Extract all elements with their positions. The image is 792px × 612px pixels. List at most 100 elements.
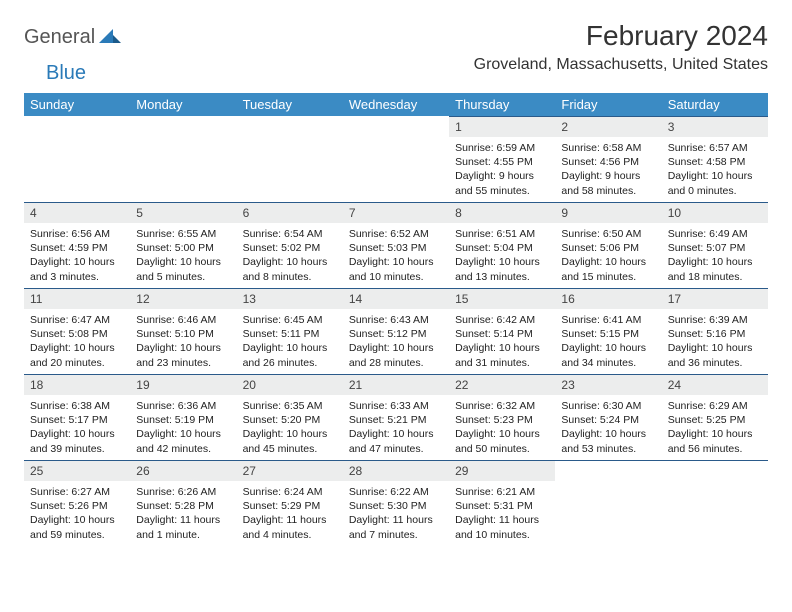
daylight-text: Daylight: 10 hours and 0 minutes. [668, 169, 762, 197]
sunrise-text: Sunrise: 6:38 AM [30, 399, 124, 413]
calendar-cell: 8Sunrise: 6:51 AMSunset: 5:04 PMDaylight… [449, 202, 555, 288]
sunrise-text: Sunrise: 6:45 AM [243, 313, 337, 327]
sunrise-text: Sunrise: 6:56 AM [30, 227, 124, 241]
day-number: 17 [662, 288, 768, 309]
sunset-text: Sunset: 5:17 PM [30, 413, 124, 427]
calendar-cell: 6Sunrise: 6:54 AMSunset: 5:02 PMDaylight… [237, 202, 343, 288]
calendar-cell: 28 Sunrise: 6:22 AMSunset: 5:30 PMDayligh… [343, 460, 449, 546]
day-details: Sunrise: 6:49 AMSunset: 5:07 PMDaylight:… [662, 223, 768, 284]
day-number: 8 [449, 202, 555, 223]
calendar-head: SundayMondayTuesdayWednesdayThursdayFrid… [24, 93, 768, 116]
day-number [130, 116, 236, 136]
day-number: 5 [130, 202, 236, 223]
calendar-cell: 7Sunrise: 6:52 AMSunset: 5:03 PMDaylight… [343, 202, 449, 288]
daylight-text: Daylight: 10 hours and 39 minutes. [30, 427, 124, 455]
calendar-cell: 20Sunrise: 6:35 AMSunset: 5:20 PMDayligh… [237, 374, 343, 460]
day-number: 10 [662, 202, 768, 223]
day-details: Sunrise: 6:43 AMSunset: 5:12 PMDaylight:… [343, 309, 449, 370]
day-number [343, 116, 449, 136]
day-number: 16 [555, 288, 661, 309]
sunrise-text: Sunrise: 6:29 AM [668, 399, 762, 413]
calendar-cell: 3Sunrise: 6:57 AMSunset: 4:58 PMDaylight… [662, 116, 768, 202]
calendar-cell [237, 116, 343, 202]
sunrise-text: Sunrise: 6:55 AM [136, 227, 230, 241]
sunrise-text: Sunrise: 6:58 AM [561, 141, 655, 155]
day-details: Sunrise: 6:45 AMSunset: 5:11 PMDaylight:… [237, 309, 343, 370]
calendar-cell: 27Sunrise: 6:24 AMSunset: 5:29 PMDayligh… [237, 460, 343, 546]
day-number: 28 [343, 460, 449, 481]
daylight-text: Daylight: 10 hours and 36 minutes. [668, 341, 762, 369]
day-number: 27 [237, 460, 343, 481]
calendar-cell: 15Sunrise: 6:42 AMSunset: 5:14 PMDayligh… [449, 288, 555, 374]
sunrise-text: Sunrise: 6:52 AM [349, 227, 443, 241]
calendar-cell [662, 460, 768, 546]
calendar-week: 11Sunrise: 6:47 AMSunset: 5:08 PMDayligh… [24, 288, 768, 374]
day-header: Friday [555, 93, 661, 116]
daylight-text: Daylight: 10 hours and 31 minutes. [455, 341, 549, 369]
day-number: 20 [237, 374, 343, 395]
sunset-text: Sunset: 5:29 PM [243, 499, 337, 513]
day-details: Sunrise: 6:59 AMSunset: 4:55 PMDaylight:… [449, 137, 555, 198]
day-number: 21 [343, 374, 449, 395]
sunset-text: Sunset: 5:30 PM [349, 499, 443, 513]
calendar-cell: 16 Sunrise: 6:41 AMSunset: 5:15 PMDayligh… [555, 288, 661, 374]
sunrise-text: Sunrise: 6:26 AM [136, 485, 230, 499]
sunrise-text: Sunrise: 6:46 AM [136, 313, 230, 327]
logo-text-general: General [24, 26, 95, 49]
daylight-text: Daylight: 11 hours and 4 minutes. [243, 513, 337, 541]
sunrise-text: Sunrise: 6:47 AM [30, 313, 124, 327]
calendar-cell: 22Sunrise: 6:32 AMSunset: 5:23 PMDayligh… [449, 374, 555, 460]
day-details: Sunrise: 6:38 AMSunset: 5:17 PMDaylight:… [24, 395, 130, 456]
sunrise-text: Sunrise: 6:22 AM [349, 485, 443, 499]
day-header: Tuesday [237, 93, 343, 116]
sunrise-text: Sunrise: 6:33 AM [349, 399, 443, 413]
day-details: Sunrise: 6:54 AMSunset: 5:02 PMDaylight:… [237, 223, 343, 284]
daylight-text: Daylight: 10 hours and 56 minutes. [668, 427, 762, 455]
day-details: Sunrise: 6:26 AMSunset: 5:28 PMDaylight:… [130, 481, 236, 542]
sunset-text: Sunset: 5:08 PM [30, 327, 124, 341]
sunset-text: Sunset: 5:16 PM [668, 327, 762, 341]
sunset-text: Sunset: 5:23 PM [455, 413, 549, 427]
day-number: 26 [130, 460, 236, 481]
day-number: 1 [449, 116, 555, 137]
daylight-text: Daylight: 10 hours and 45 minutes. [243, 427, 337, 455]
calendar-cell: 14Sunrise: 6:43 AMSunset: 5:12 PMDayligh… [343, 288, 449, 374]
daylight-text: Daylight: 11 hours and 1 minute. [136, 513, 230, 541]
sunset-text: Sunset: 5:25 PM [668, 413, 762, 427]
sunset-text: Sunset: 5:24 PM [561, 413, 655, 427]
calendar-cell: 11Sunrise: 6:47 AMSunset: 5:08 PMDayligh… [24, 288, 130, 374]
sunset-text: Sunset: 5:03 PM [349, 241, 443, 255]
calendar-cell: 26Sunrise: 6:26 AMSunset: 5:28 PMDayligh… [130, 460, 236, 546]
day-number: 15 [449, 288, 555, 309]
month-title: February 2024 [474, 20, 768, 52]
day-details: Sunrise: 6:57 AMSunset: 4:58 PMDaylight:… [662, 137, 768, 198]
sunrise-text: Sunrise: 6:59 AM [455, 141, 549, 155]
sunset-text: Sunset: 5:26 PM [30, 499, 124, 513]
sunset-text: Sunset: 5:15 PM [561, 327, 655, 341]
calendar-cell: 5Sunrise: 6:55 AMSunset: 5:00 PMDaylight… [130, 202, 236, 288]
day-details: Sunrise: 6:33 AMSunset: 5:21 PMDaylight:… [343, 395, 449, 456]
day-number: 3 [662, 116, 768, 137]
daylight-text: Daylight: 10 hours and 34 minutes. [561, 341, 655, 369]
day-number: 9 [555, 202, 661, 223]
sunset-text: Sunset: 5:12 PM [349, 327, 443, 341]
sunset-text: Sunset: 4:56 PM [561, 155, 655, 169]
day-number: 22 [449, 374, 555, 395]
daylight-text: Daylight: 11 hours and 7 minutes. [349, 513, 443, 541]
sunrise-text: Sunrise: 6:51 AM [455, 227, 549, 241]
calendar-week: 1Sunrise: 6:59 AMSunset: 4:55 PMDaylight… [24, 116, 768, 202]
day-details: Sunrise: 6:56 AMSunset: 4:59 PMDaylight:… [24, 223, 130, 284]
sunrise-text: Sunrise: 6:32 AM [455, 399, 549, 413]
logo-triangle-icon [99, 27, 121, 48]
day-details: Sunrise: 6:21 AMSunset: 5:31 PMDaylight:… [449, 481, 555, 542]
sunrise-text: Sunrise: 6:41 AM [561, 313, 655, 327]
calendar-table: SundayMondayTuesdayWednesdayThursdayFrid… [24, 93, 768, 546]
day-number: 14 [343, 288, 449, 309]
daylight-text: Daylight: 10 hours and 3 minutes. [30, 255, 124, 283]
sunrise-text: Sunrise: 6:35 AM [243, 399, 337, 413]
day-details: Sunrise: 6:39 AMSunset: 5:16 PMDaylight:… [662, 309, 768, 370]
sunrise-text: Sunrise: 6:42 AM [455, 313, 549, 327]
sunset-text: Sunset: 5:00 PM [136, 241, 230, 255]
calendar-cell: 2Sunrise: 6:58 AMSunset: 4:56 PMDaylight… [555, 116, 661, 202]
day-number [237, 116, 343, 136]
